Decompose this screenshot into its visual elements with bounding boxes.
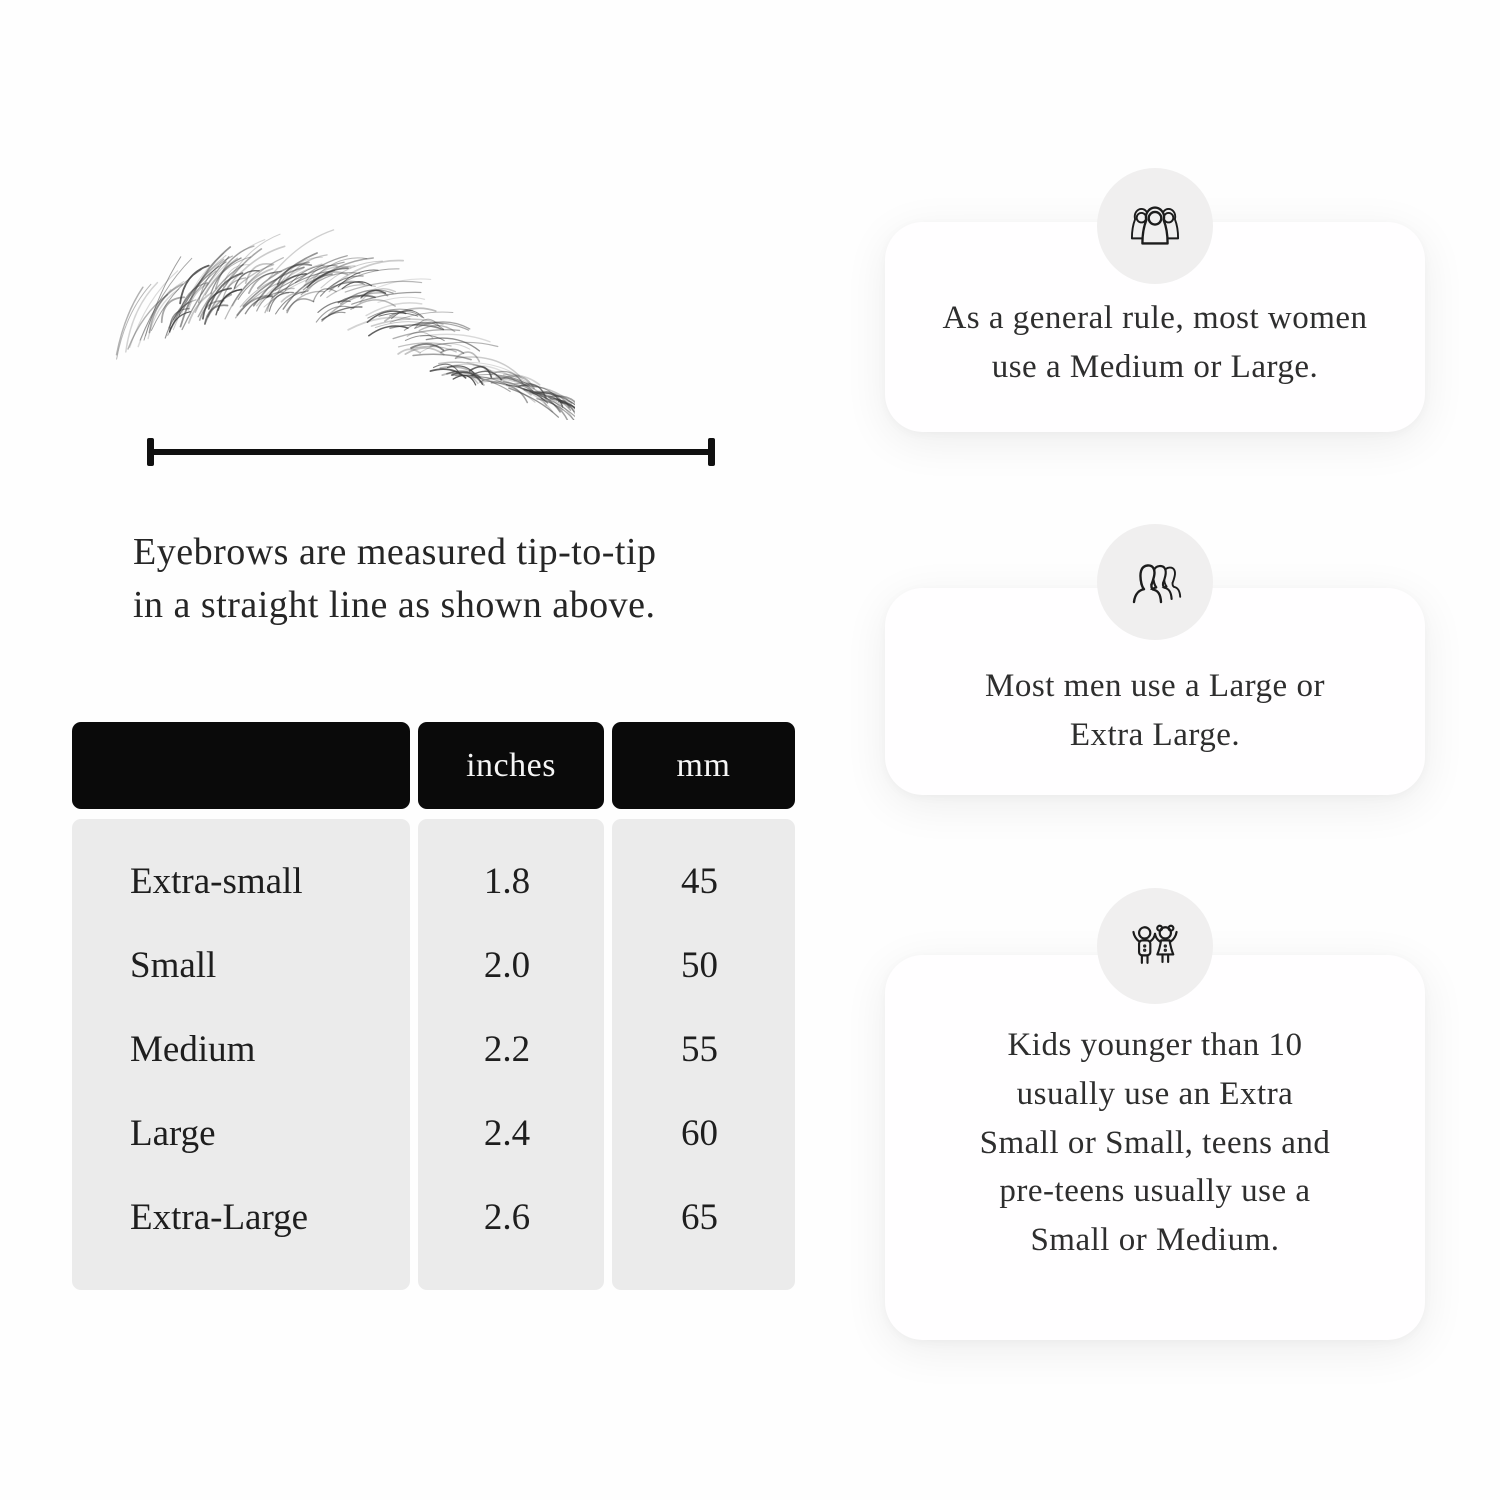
icon-circle	[1097, 524, 1213, 640]
card-text: Most men use a Large or Extra Large.	[985, 668, 1325, 753]
mm-value: 60	[681, 1112, 718, 1154]
eyebrow-illustration	[100, 215, 596, 433]
mm-value: 50	[681, 944, 718, 986]
size-label: Large	[130, 1112, 216, 1154]
inches-value: 2.4	[483, 1112, 531, 1154]
inches-column-body	[418, 819, 604, 1290]
table-row: Large 2.4 60	[72, 1091, 795, 1175]
women-group-icon	[1130, 206, 1180, 245]
icon-circle	[1097, 168, 1213, 284]
mm-value: 65	[681, 1196, 718, 1238]
size-label: Extra-small	[130, 860, 303, 902]
measurement-tick-right	[708, 438, 715, 466]
table-row: Extra-small 1.8 45	[72, 839, 795, 923]
size-label: Medium	[130, 1028, 256, 1070]
measurement-caption: Eyebrows are measured tip-to-tip in a st…	[133, 531, 657, 627]
size-label: Extra-Large	[130, 1196, 309, 1238]
table-row: Extra-Large 2.6 65	[72, 1175, 795, 1259]
mm-column-body	[612, 819, 795, 1290]
size-column-header	[72, 722, 410, 809]
table-row: Small 2.0 50	[72, 923, 795, 1007]
inches-column-header: inches	[418, 722, 604, 809]
inches-value: 2.2	[483, 1028, 531, 1070]
mm-column-header: mm	[612, 722, 795, 809]
measurement-line	[150, 449, 713, 455]
icon-circle	[1097, 888, 1213, 1004]
info-card-kids: Kids younger than 10 usually use an Extr…	[885, 955, 1425, 1340]
inches-value: 2.0	[483, 944, 531, 986]
size-table: Extra-small 1.8 45 Small 2.0 50 Medium 2…	[72, 819, 795, 1290]
card-text: As a general rule, most women use a Medi…	[942, 300, 1368, 385]
mm-value: 55	[681, 1028, 718, 1070]
size-label: Small	[130, 944, 217, 986]
inches-value: 2.6	[483, 1196, 531, 1238]
inches-value: 1.8	[483, 860, 531, 902]
info-card-women: As a general rule, most women use a Medi…	[885, 222, 1425, 432]
men-group-icon	[1132, 564, 1182, 604]
mm-value: 45	[681, 860, 718, 902]
table-row: Medium 2.2 55	[72, 1007, 795, 1091]
size-column-body	[72, 819, 410, 1290]
card-text: Kids younger than 10 usually use an Extr…	[979, 1027, 1331, 1259]
kids-icon	[1132, 924, 1178, 964]
